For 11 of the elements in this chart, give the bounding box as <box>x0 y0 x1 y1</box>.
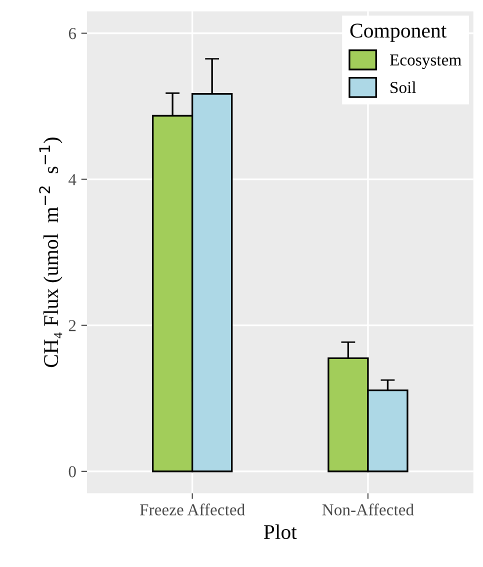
legend-label: Ecosystem <box>390 54 462 69</box>
x-tick-label: Non-Affected <box>322 504 414 516</box>
x-tick-label: Freeze Affected <box>140 504 245 516</box>
y-tick-label: 0 <box>68 466 76 478</box>
legend-title: Component <box>350 24 447 42</box>
x-axis-title: Plot <box>264 524 297 540</box>
y-tick-label: 2 <box>68 320 76 332</box>
y-axis-title: CH₄ Flux (umol m$^{−2}$ s$^{−1}$) <box>39 138 62 368</box>
y-tick-label: 4 <box>68 174 76 186</box>
legend-label: Soil <box>390 81 416 94</box>
y-tick-label: 6 <box>68 28 76 40</box>
